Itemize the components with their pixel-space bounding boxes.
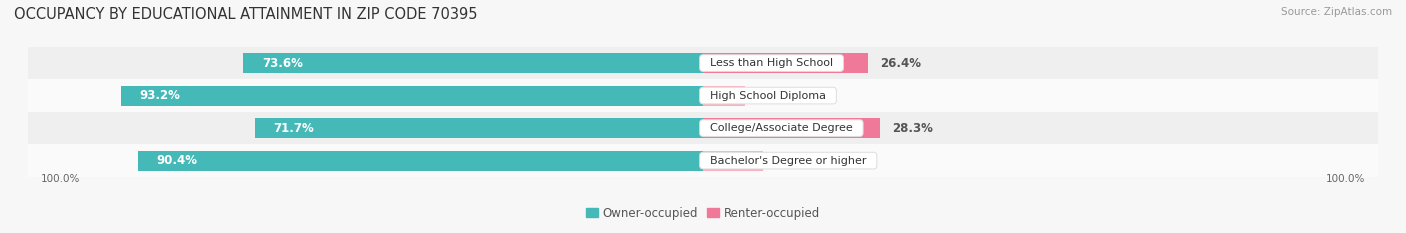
Bar — [254, 118, 703, 138]
Bar — [243, 53, 703, 73]
Bar — [703, 86, 745, 106]
Text: Less than High School: Less than High School — [703, 58, 841, 68]
Text: College/Associate Degree: College/Associate Degree — [703, 123, 859, 133]
Bar — [703, 151, 763, 171]
Text: 90.4%: 90.4% — [157, 154, 198, 167]
Text: 93.2%: 93.2% — [139, 89, 180, 102]
Bar — [28, 144, 1378, 177]
Bar — [121, 86, 703, 106]
Text: Bachelor's Degree or higher: Bachelor's Degree or higher — [703, 156, 873, 166]
Text: High School Diploma: High School Diploma — [703, 91, 832, 101]
Text: 28.3%: 28.3% — [893, 122, 934, 135]
Bar — [28, 79, 1378, 112]
Text: 71.7%: 71.7% — [274, 122, 315, 135]
Text: 26.4%: 26.4% — [880, 57, 921, 70]
Bar — [703, 118, 880, 138]
Bar — [28, 47, 1378, 79]
Legend: Owner-occupied, Renter-occupied: Owner-occupied, Renter-occupied — [581, 202, 825, 225]
Text: 100.0%: 100.0% — [41, 175, 80, 185]
Text: 6.8%: 6.8% — [758, 89, 790, 102]
Text: OCCUPANCY BY EDUCATIONAL ATTAINMENT IN ZIP CODE 70395: OCCUPANCY BY EDUCATIONAL ATTAINMENT IN Z… — [14, 7, 478, 22]
Bar — [703, 53, 868, 73]
Text: 73.6%: 73.6% — [262, 57, 302, 70]
Bar — [28, 112, 1378, 144]
Text: Source: ZipAtlas.com: Source: ZipAtlas.com — [1281, 7, 1392, 17]
Text: 9.6%: 9.6% — [776, 154, 808, 167]
Bar — [138, 151, 703, 171]
Text: 100.0%: 100.0% — [1326, 175, 1365, 185]
